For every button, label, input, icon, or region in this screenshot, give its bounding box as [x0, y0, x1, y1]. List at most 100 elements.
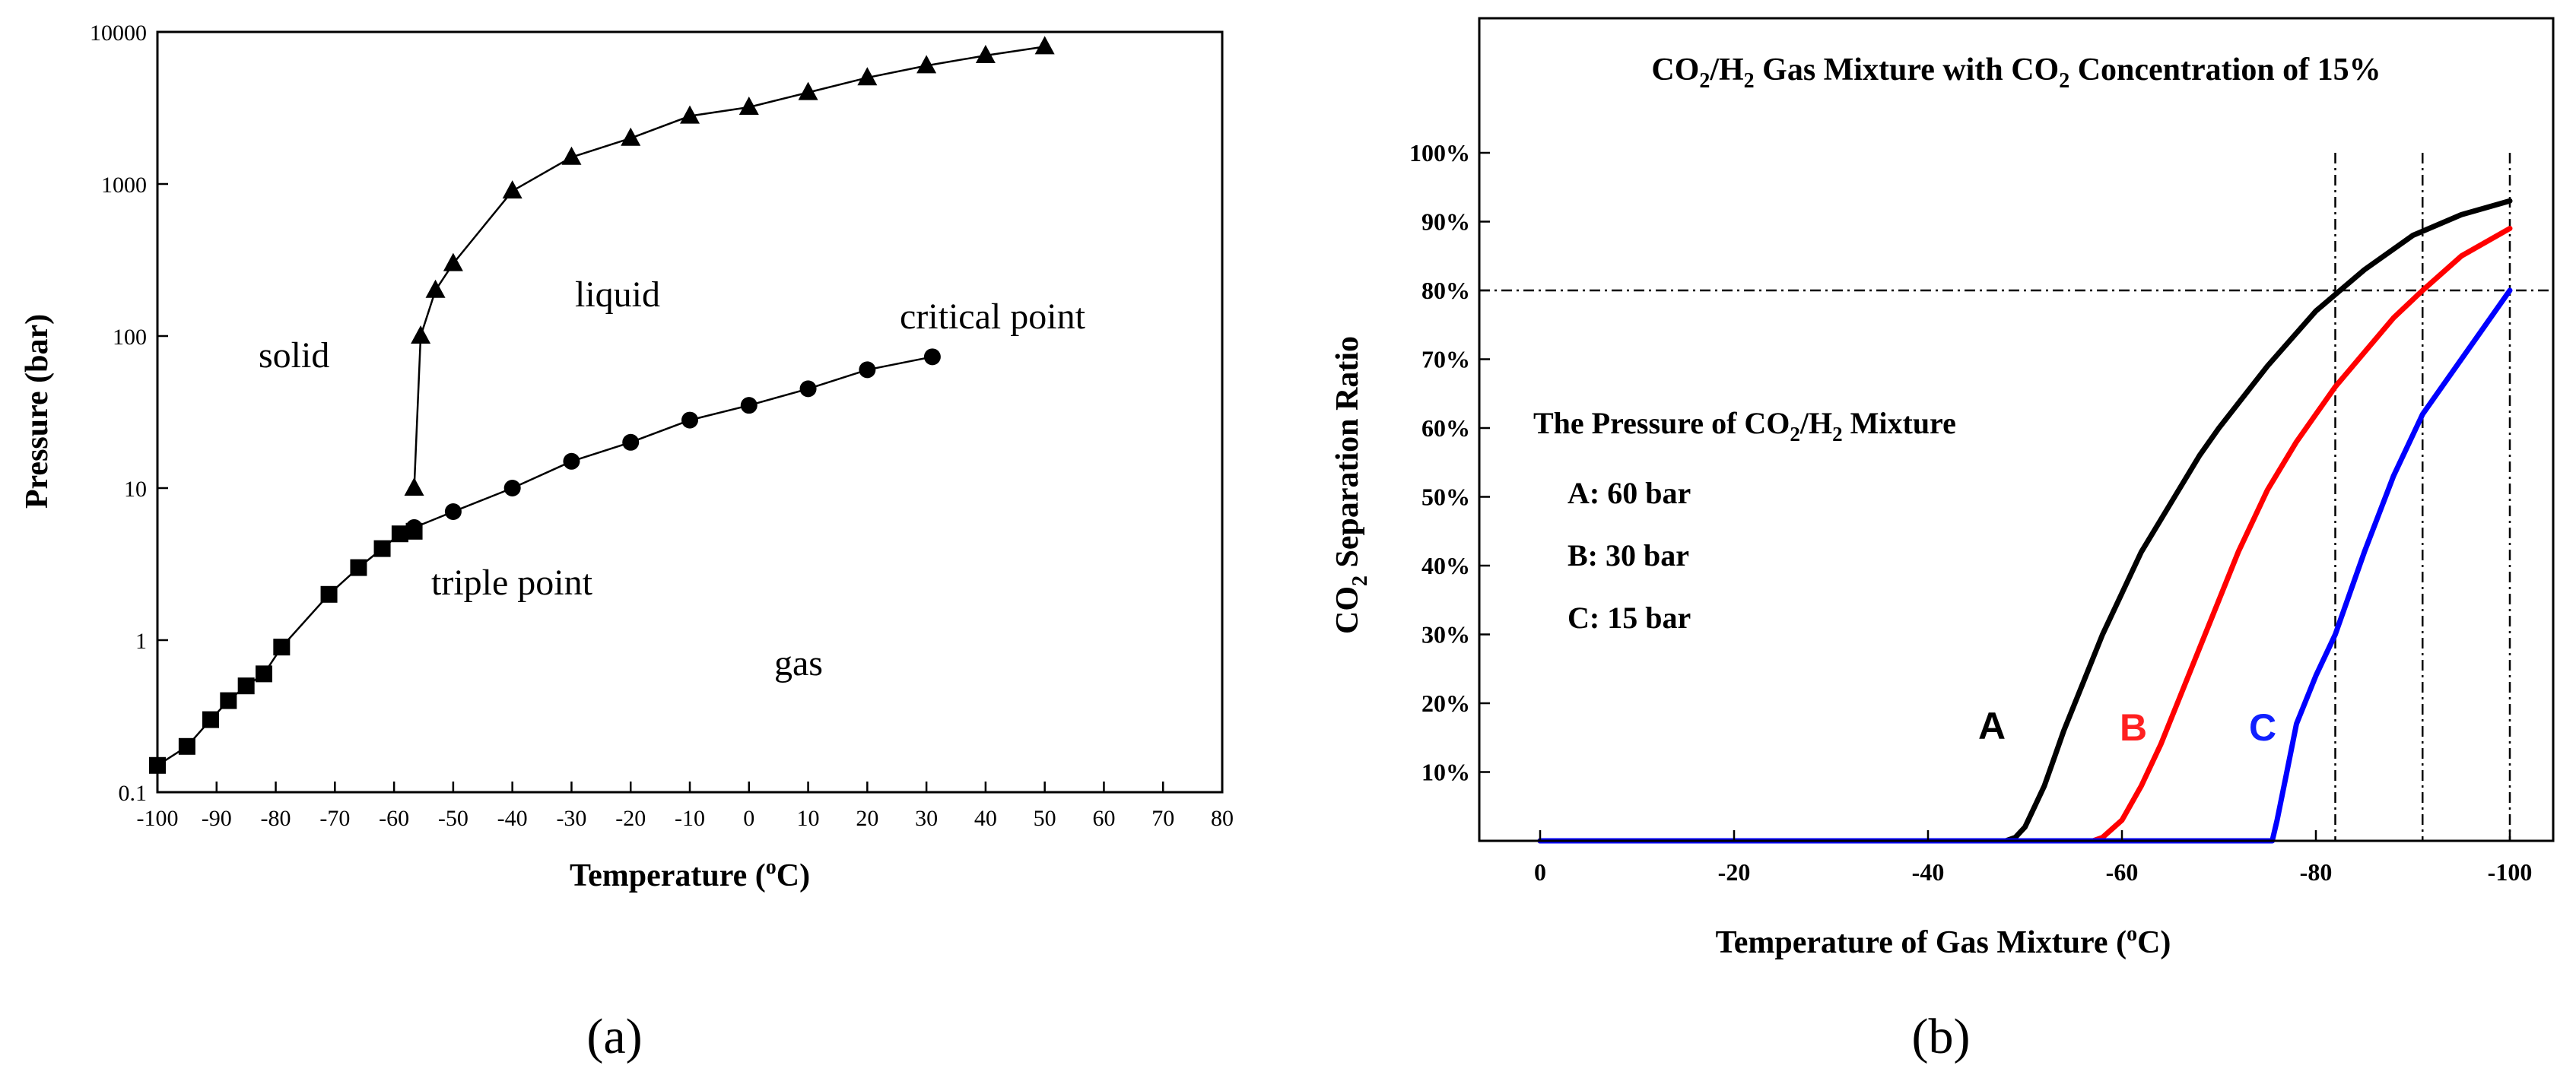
- chart-a-y-ticks: 0.1 1 10 100 1000 10000: [90, 21, 168, 806]
- chart-b-legend-title: The Pressure of CO2/H2 Mixture: [1533, 406, 1956, 446]
- chart-b-y-tick-label: 70%: [1421, 346, 1470, 373]
- chart-a-x-tick-label: -20: [615, 806, 646, 831]
- chart-a-point-triangle: [561, 146, 582, 165]
- chart-a-point-circle: [444, 503, 462, 520]
- panel-label-b: (b): [1912, 1009, 1971, 1064]
- chart-a-series-lines: [157, 46, 1045, 766]
- chart-a-point-square: [391, 525, 408, 543]
- chart-a-point-circle: [740, 397, 758, 414]
- chart-a-x-axis-label: Temperature (oC): [570, 855, 810, 893]
- chart-a-point-triangle: [916, 55, 937, 74]
- chart-b-y-tick-label: 20%: [1421, 690, 1470, 717]
- chart-a-y-tick-label: 10000: [90, 21, 147, 46]
- chart-b-legend-entry-a: A: 60 bar: [1568, 476, 1691, 510]
- chart-b-reference-lines: [1479, 153, 2553, 841]
- chart-b-title: CO2/H2 Gas Mixture with CO2 Concentratio…: [1651, 52, 2381, 93]
- chart-b: 0 -20 -40 -60 -80 -100 10% 20% 30% 40% 50% 60% 70% 8…: [1330, 17, 2555, 1064]
- chart-a-point-triangle: [502, 180, 523, 199]
- chart-a-point-square: [202, 711, 219, 728]
- chart-a-point-triangle: [411, 325, 431, 344]
- chart-b-series-c-line: [1537, 287, 2513, 844]
- chart-a-y-tick-label: 10: [124, 477, 147, 502]
- chart-a-point-square: [350, 559, 367, 576]
- chart-a-point-triangle: [680, 105, 700, 124]
- chart-a-series-vaporization-curve-line: [414, 356, 933, 529]
- chart-a-y-tick-label: 1000: [101, 173, 147, 198]
- chart-a-y-tick-label: 1: [135, 629, 147, 654]
- chart-a-point-circle: [923, 348, 941, 366]
- chart-a-point-triangle: [404, 477, 424, 496]
- chart-a-point-square: [178, 737, 195, 755]
- chart-b-y-tick-label: 80%: [1421, 277, 1470, 304]
- chart-b-y-tick-label: 90%: [1421, 208, 1470, 236]
- chart-a-annotation-triple-point: triple point: [431, 563, 593, 603]
- chart-a-x-tick-label: 50: [1034, 806, 1056, 831]
- chart-a-annotation-critical-point: critical point: [900, 296, 1086, 337]
- chart-a-series-melting-curve-line: [413, 46, 1045, 489]
- chart-a-x-tick-label: 30: [915, 806, 938, 831]
- chart-a-x-tick-label: -90: [202, 806, 232, 831]
- chart-a-point-circle: [681, 411, 698, 429]
- chart-b-x-tick-label: -20: [1718, 858, 1751, 886]
- chart-b-curve-label-a: A: [1978, 705, 2006, 747]
- chart-a-point-triangle: [857, 67, 878, 86]
- chart-b-x-ticks: 0 -20 -40 -60 -80 -100: [1534, 830, 2532, 886]
- chart-a-point-square: [220, 692, 237, 709]
- chart-a-point-circle: [405, 518, 423, 536]
- chart-a-x-tick-label: -50: [438, 806, 469, 831]
- chart-a-point-triangle: [1034, 36, 1055, 55]
- chart-a: -100 -90 -80 -70 -60 -50 -40 -30 -20 -10 0 10 20 30 40…: [20, 21, 1234, 1064]
- chart-a-x-tick-label: -10: [675, 806, 705, 831]
- chart-a-point-triangle: [738, 96, 759, 115]
- chart-a-point-triangle: [975, 44, 996, 63]
- chart-a-x-tick-label: 20: [856, 806, 878, 831]
- chart-b-series-a-line: [1537, 198, 2513, 844]
- chart-b-y-tick-label: 60%: [1421, 414, 1470, 442]
- chart-a-y-tick-label: 100: [113, 325, 147, 350]
- chart-a-point-circle: [622, 433, 640, 451]
- chart-a-x-tick-label: -80: [261, 806, 291, 831]
- chart-b-plot-frame: [1478, 17, 2555, 842]
- chart-b-y-tick-label: 100%: [1409, 139, 1470, 166]
- chart-b-y-ticks: 10% 20% 30% 40% 50% 60% 70% 80% 90% 100%: [1409, 139, 1490, 786]
- chart-a-point-square: [320, 585, 338, 603]
- chart-a-x-tick-label: 10: [797, 806, 820, 831]
- chart-a-point-triangle: [798, 81, 818, 100]
- panel-label-a: (a): [586, 1009, 642, 1064]
- chart-b-y-tick-label: 30%: [1421, 621, 1470, 648]
- chart-a-y-axis-label: Pressure (bar): [20, 314, 55, 509]
- chart-b-y-tick-label: 50%: [1421, 484, 1470, 511]
- chart-a-annotation-gas: gas: [774, 643, 823, 683]
- chart-a-x-tick-label: 40: [974, 806, 997, 831]
- chart-a-point-circle: [563, 452, 580, 470]
- chart-b-y-tick-label: 10%: [1421, 759, 1470, 786]
- chart-b-curve-label-b: B: [2120, 706, 2147, 749]
- chart-b-y-axis-label: CO2 Separation Ratio: [1330, 336, 1372, 634]
- chart-a-y-tick-label: 0.1: [119, 781, 148, 806]
- chart-b-curve-label-c: C: [2249, 706, 2276, 749]
- chart-b-x-tick-label: -40: [1912, 858, 1945, 886]
- chart-a-x-ticks: -100 -90 -80 -70 -60 -50 -40 -30 -20 -10 0 10 20 30 40…: [137, 782, 1234, 831]
- chart-a-point-circle: [503, 480, 521, 496]
- chart-a-point-circle: [859, 361, 876, 379]
- chart-a-x-tick-label: 70: [1151, 806, 1174, 831]
- chart-a-x-tick-label: -40: [497, 806, 528, 831]
- chart-a-point-square: [273, 639, 291, 656]
- chart-a-point-triangle: [621, 127, 641, 146]
- chart-a-point-circle: [799, 380, 817, 398]
- chart-a-point-triangle: [443, 252, 463, 271]
- chart-b-legend-entry-c: C: 15 bar: [1568, 601, 1691, 635]
- chart-a-markers: [149, 36, 1055, 774]
- chart-b-series-b-line: [1537, 226, 2513, 844]
- chart-a-x-tick-label: 80: [1211, 806, 1234, 831]
- chart-b-y-tick-label: 40%: [1421, 552, 1470, 579]
- chart-a-point-square: [149, 756, 166, 774]
- chart-a-point-square: [237, 677, 255, 695]
- chart-a-point-triangle: [425, 279, 446, 298]
- chart-b-x-axis-label: Temperature of Gas Mixture (oC): [1716, 922, 2171, 960]
- chart-a-x-tick-label: -30: [556, 806, 586, 831]
- chart-a-annotation-liquid: liquid: [575, 274, 660, 315]
- chart-b-series-lines: [1537, 198, 2513, 844]
